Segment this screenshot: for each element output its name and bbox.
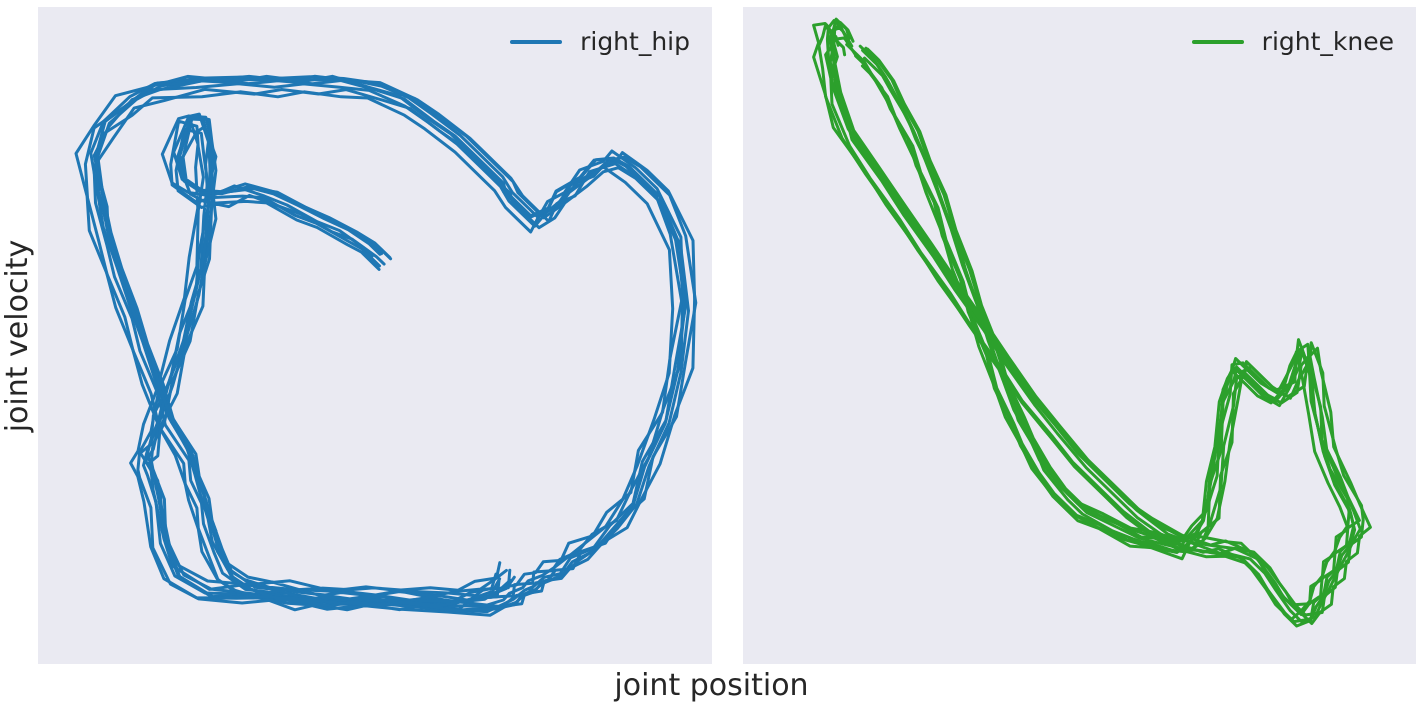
trace-right-knee-cycle-4	[817, 24, 1357, 628]
series-right-hip	[74, 74, 698, 617]
trace-right-knee-cycle-8	[831, 36, 1362, 624]
x-axis-label: joint position	[614, 668, 809, 703]
series-right-knee	[812, 17, 1372, 628]
trace-right-knee-cycle-7	[812, 22, 1356, 624]
legend-label-right-hip: right_hip	[580, 27, 690, 56]
y-axis-label: joint velocity	[0, 239, 35, 433]
trace-right-hip-cycle-7	[74, 74, 688, 614]
right-knee-plot-area	[812, 17, 1372, 628]
plot-panel-right-knee: right_knee	[743, 7, 1416, 664]
trace-right-knee-cycle-5	[832, 21, 1365, 617]
legend-right-knee: right_knee	[1191, 27, 1394, 56]
right-hip-plot-area	[74, 74, 698, 617]
legend-label-right-knee: right_knee	[1261, 27, 1394, 56]
trace-right-hip-cycle-6	[92, 79, 684, 599]
trace-right-hip-cycle-8	[94, 87, 690, 613]
legend-swatch-right-knee	[1191, 39, 1244, 44]
trace-right-hip-cycle-5	[96, 78, 698, 609]
legend-right-hip: right_hip	[510, 29, 690, 54]
trace-right-knee-cycle-3	[824, 34, 1349, 622]
legend-swatch-right-hip	[510, 39, 563, 44]
plot-panel-right-hip: right_hip	[38, 7, 712, 664]
trace-right-knee-cycle-2	[828, 17, 1372, 625]
